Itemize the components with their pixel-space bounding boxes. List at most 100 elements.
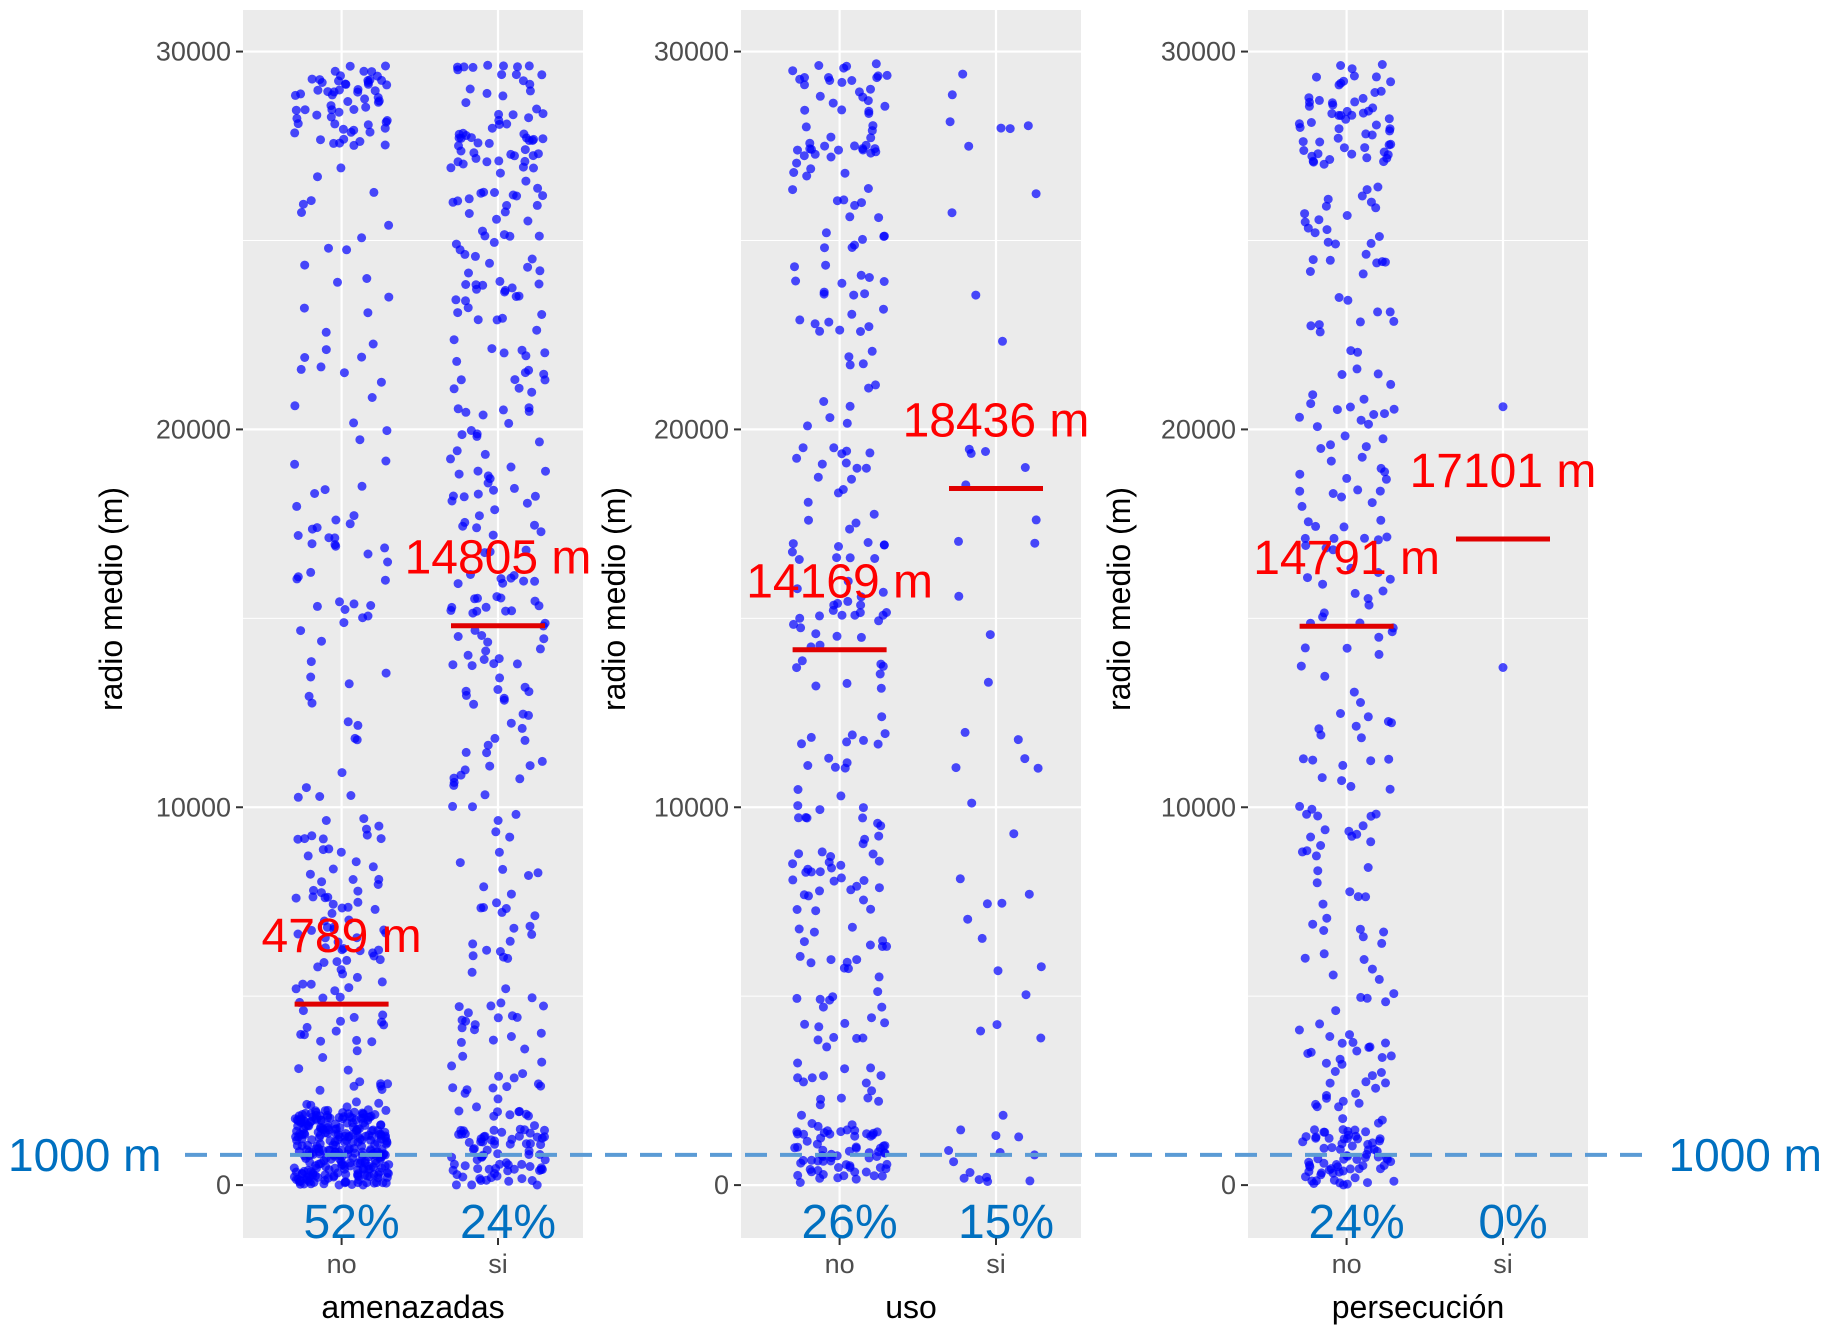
data-point (1306, 118, 1316, 127)
data-point (1327, 1143, 1337, 1153)
mean-label: 14791 m (1253, 532, 1440, 585)
data-point (967, 798, 977, 808)
data-point (788, 185, 798, 195)
data-point (357, 352, 367, 362)
data-point (794, 813, 803, 823)
data-point (839, 63, 849, 73)
data-point (1333, 133, 1343, 143)
data-point (465, 84, 475, 94)
data-point (293, 572, 303, 582)
data-point (476, 903, 486, 913)
data-point (334, 107, 344, 117)
data-point (1360, 143, 1370, 153)
data-point (452, 446, 462, 456)
data-point (537, 70, 547, 80)
data-point (852, 955, 862, 965)
data-point (325, 1113, 335, 1123)
data-point (1366, 756, 1376, 766)
data-point (501, 984, 511, 994)
data-point (1363, 863, 1373, 872)
data-point (1306, 399, 1316, 409)
data-point (497, 907, 507, 917)
data-point (1343, 295, 1353, 305)
data-point (833, 1173, 843, 1183)
data-point (825, 76, 835, 85)
data-point (841, 458, 851, 468)
data-point (802, 171, 812, 181)
data-point (876, 1071, 886, 1081)
data-point (536, 1163, 546, 1173)
data-point (369, 951, 379, 961)
data-point (971, 290, 981, 300)
data-point (788, 875, 798, 885)
data-point (329, 1172, 339, 1182)
data-point (1316, 730, 1326, 740)
data-point (1364, 1042, 1374, 1052)
data-point (488, 530, 498, 540)
data-point (1324, 1133, 1334, 1143)
data-point (344, 983, 354, 993)
data-point (1362, 993, 1372, 1003)
data-point (472, 1102, 481, 1112)
data-point (826, 132, 836, 142)
data-point (340, 79, 350, 89)
data-point (508, 110, 518, 120)
data-point (807, 1073, 817, 1083)
data-point (449, 773, 459, 783)
data-point (868, 849, 878, 859)
data-point (1310, 1125, 1319, 1135)
data-point (383, 557, 393, 567)
data-point (795, 951, 805, 961)
y-tick-label: 30000 (156, 37, 231, 67)
data-point (1355, 924, 1365, 934)
data-point (506, 718, 516, 728)
data-point (859, 895, 868, 905)
data-point (318, 1053, 328, 1062)
data-point (293, 531, 303, 540)
data-point (1349, 687, 1359, 697)
data-point (340, 605, 350, 614)
data-point (310, 489, 320, 498)
data-point (468, 939, 478, 949)
data-point (1342, 211, 1352, 220)
data-point (315, 1085, 325, 1095)
data-point (798, 443, 808, 453)
data-point (799, 1129, 809, 1139)
data-point (800, 73, 809, 82)
data-point (1322, 225, 1332, 235)
data-point (303, 851, 313, 861)
data-point (345, 61, 355, 71)
data-point (825, 1129, 835, 1139)
data-point (811, 681, 821, 691)
data-point (363, 308, 373, 318)
data-point (1336, 709, 1345, 718)
data-point (520, 145, 530, 155)
data-point (339, 1112, 349, 1122)
data-point (453, 579, 463, 589)
data-point (974, 1175, 984, 1185)
data-point (1319, 1143, 1329, 1153)
data-point (1361, 249, 1371, 259)
data-point (520, 156, 530, 166)
data-point (836, 1093, 846, 1103)
percent-label: 26% (802, 1196, 898, 1249)
data-point (1301, 541, 1311, 550)
data-point (447, 602, 457, 612)
data-point (368, 339, 378, 349)
data-point (352, 972, 362, 982)
data-point (504, 418, 514, 428)
data-point (1353, 892, 1363, 902)
data-point (877, 1171, 887, 1181)
data-point (449, 335, 459, 345)
data-point (874, 972, 884, 982)
data-point (1329, 1175, 1339, 1185)
data-point (368, 862, 378, 872)
data-point (329, 87, 339, 97)
data-point (302, 1022, 312, 1032)
data-point (1355, 317, 1365, 327)
data-point (468, 1145, 478, 1154)
data-point (345, 519, 355, 529)
data-point (877, 1002, 887, 1012)
data-point (845, 1162, 855, 1172)
data-point (485, 761, 495, 771)
